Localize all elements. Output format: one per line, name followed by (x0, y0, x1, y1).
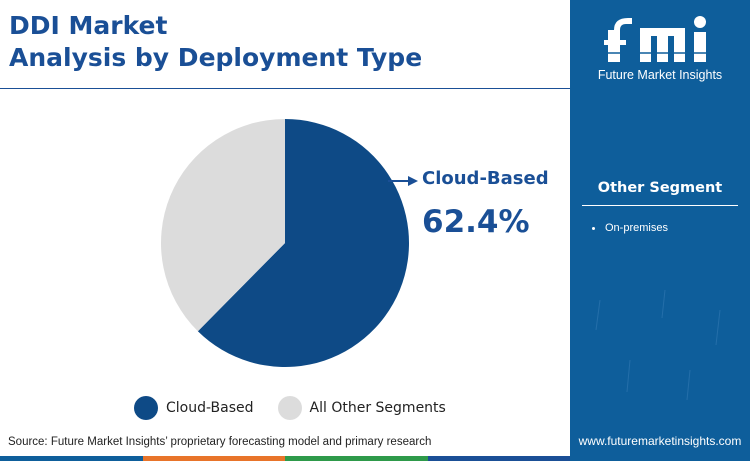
callout-arrow-icon (388, 176, 418, 186)
legend-label-all-other-segments: All Other Segments (309, 400, 446, 416)
pie-chart-svg (161, 119, 410, 367)
pie-chart (150, 108, 420, 378)
legend-label-cloud-based: Cloud-Based (166, 400, 254, 416)
legend-swatch-all-other-segments (277, 396, 302, 420)
title-divider (0, 88, 572, 89)
pie-slice-all-other-segments (161, 119, 285, 332)
bullet-icon (592, 226, 595, 230)
pie-slice-cloud-based (197, 119, 410, 367)
source-note: Source: Future Market Insights’ propriet… (8, 436, 432, 448)
legend-swatch-cloud-based (134, 396, 158, 420)
chart-title-line-2: Analysis by Deployment Type (9, 43, 423, 72)
fmi-logo: Future Market Insights (580, 8, 740, 90)
callout-label: Cloud-Based (422, 168, 549, 189)
bottom-bar-segment-1 (0, 456, 143, 461)
title-block: DDI Market Analysis by Deployment Type (9, 10, 529, 74)
logo-caption: Future Market Insights (597, 68, 723, 82)
list-item-label: On-premises (605, 222, 668, 234)
website-link[interactable]: www.futuremarketinsights.com (578, 434, 742, 448)
chart-title-line-1: DDI Market (9, 11, 168, 40)
other-segment-heading: Other Segment (582, 180, 738, 206)
fmi-logo-mark-icon (600, 16, 720, 62)
list-item: On-premises (592, 222, 668, 234)
other-segment-list: On-premises (592, 222, 668, 234)
legend-item-all-other-segments: All Other Segments (277, 396, 446, 420)
panel-texture (595, 289, 721, 401)
bottom-bar-segment-2 (142, 456, 285, 461)
bottom-color-bar (0, 456, 570, 461)
callout-value: 62.4% (422, 204, 530, 240)
chart-legend: Cloud-Based All Other Segments (134, 394, 554, 422)
bottom-bar-segment-4 (427, 456, 570, 461)
bottom-bar-segment-3 (285, 456, 428, 461)
side-panel: Future Market Insights Other Segment On-… (570, 0, 750, 461)
legend-item-cloud-based: Cloud-Based (134, 396, 254, 420)
